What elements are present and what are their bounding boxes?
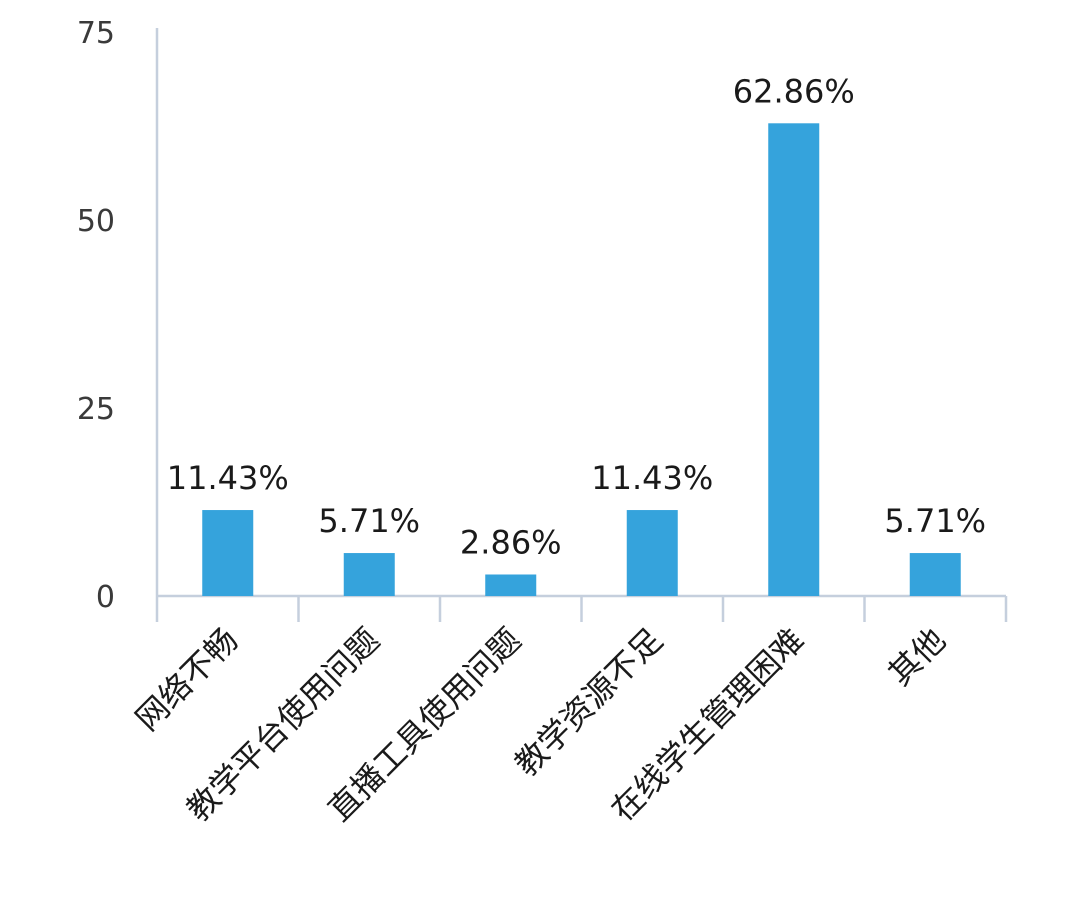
data-label: 11.43% — [591, 459, 713, 497]
bar — [768, 123, 820, 597]
category-label: 网络不畅 — [128, 621, 245, 738]
data-label: 11.43% — [167, 459, 289, 497]
bar — [343, 553, 395, 596]
y-tick-label: 75 — [77, 16, 115, 51]
y-axis: 0 25 50 75 — [77, 16, 159, 622]
bar — [909, 553, 961, 596]
data-label: 5.71% — [884, 502, 986, 540]
bar — [202, 510, 254, 596]
x-axis — [157, 594, 1008, 622]
data-label: 5.71% — [318, 502, 420, 540]
y-tick-label: 25 — [77, 392, 115, 427]
bar — [485, 574, 537, 596]
y-tick-label: 0 — [96, 580, 115, 615]
data-label: 62.86% — [733, 72, 855, 110]
data-labels: 11.43% 5.71% 2.86% 11.43% 62.86% 5.71% — [167, 72, 986, 561]
bar — [626, 510, 678, 596]
y-tick-label: 50 — [77, 204, 115, 239]
bars — [202, 123, 961, 597]
data-label: 2.86% — [460, 523, 562, 561]
category-label: 其他 — [881, 621, 953, 693]
